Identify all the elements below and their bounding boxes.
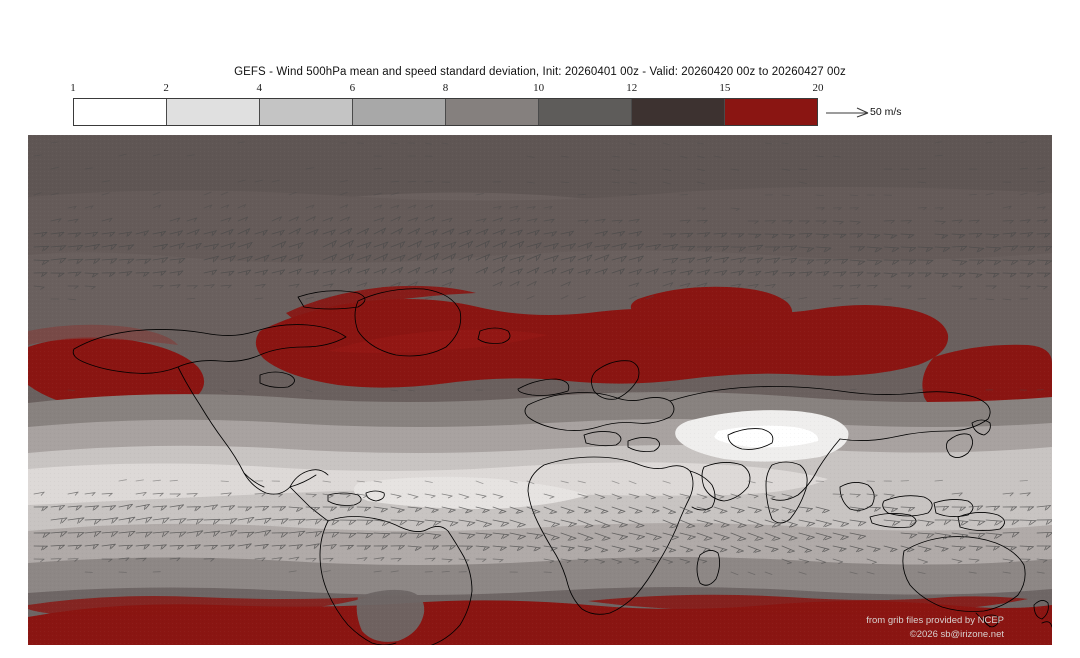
- colorbar-tick-20: 20: [812, 82, 824, 94]
- shaded-std-deviation-field: [28, 135, 1052, 645]
- colorbar-tick-8: 8: [442, 82, 449, 94]
- map-panel: [28, 135, 1052, 645]
- colorbar-segment-6-8: [353, 99, 446, 125]
- credit-copyright: ©2026 sb@irizone.net: [909, 629, 1004, 640]
- wind-barb-field: [33, 141, 1052, 576]
- colorbar-segments: [73, 98, 818, 126]
- colorbar-tick-12: 12: [626, 82, 638, 94]
- colorbar-segment-4-6: [260, 99, 353, 125]
- coastlines: [72, 288, 1052, 645]
- colorbar-tick-10: 10: [533, 82, 545, 94]
- colorbar-segment-12-15: [632, 99, 725, 125]
- colorbar-segment-8-10: [446, 99, 539, 125]
- chart-title: GEFS - Wind 500hPa mean and speed standa…: [234, 66, 846, 78]
- colorbar-tick-6: 6: [349, 82, 356, 94]
- colorbar: [73, 98, 821, 129]
- colorbar-segment-2-4: [167, 99, 260, 125]
- colorbar-tick-15: 15: [719, 82, 731, 94]
- colorbar-segment-15-20: [725, 99, 817, 125]
- colorbar-tick-4: 4: [256, 82, 263, 94]
- colorbar-tick-1: 1: [70, 82, 76, 94]
- wind-barb-legend: 50 m/s: [826, 104, 946, 124]
- credit-source: from grib files provided by NCEP: [866, 615, 1004, 626]
- map-canvas: [28, 135, 1052, 645]
- colorbar-tick-labels: 1 2 4 6 8 10 12 15 20: [70, 82, 823, 98]
- colorbar-segment-10-12: [539, 99, 632, 125]
- colorbar-tick-2: 2: [163, 82, 169, 94]
- wind-barb-reference-icon: [826, 107, 869, 118]
- colorbar-segment-1-2: [74, 99, 167, 125]
- wind-barb-legend-label: 50 m/s: [870, 106, 902, 118]
